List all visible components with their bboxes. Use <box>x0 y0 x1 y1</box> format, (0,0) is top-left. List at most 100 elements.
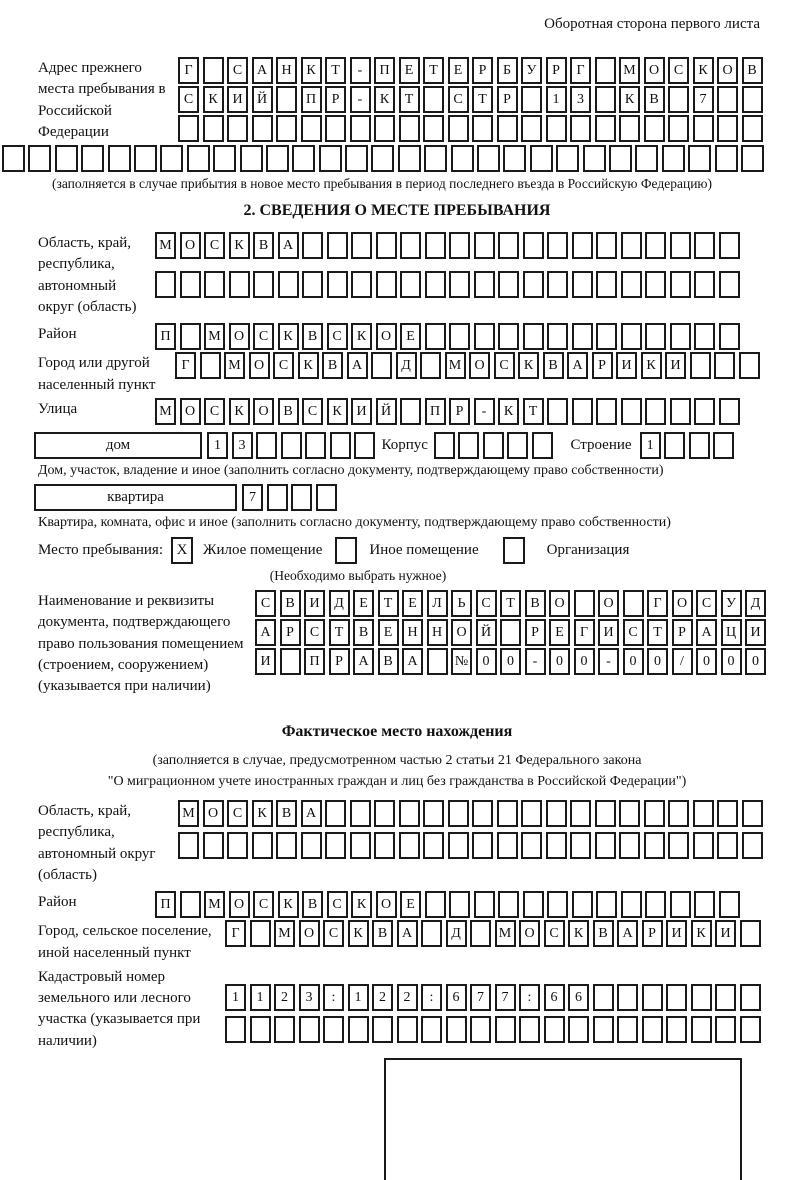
field-city-actual: Город, сельское поселение, иной населенн… <box>38 920 800 964</box>
char-cell <box>472 832 493 860</box>
char-cell <box>449 891 470 919</box>
char-cell: В <box>279 589 301 617</box>
district-label: Район <box>38 326 77 343</box>
char-cell: А <box>346 352 368 380</box>
street-label: Улица <box>38 400 78 417</box>
char-cell: : <box>421 983 442 1011</box>
city-label: Город или другой населенный пункт <box>38 355 156 393</box>
char-cell: Д <box>745 589 766 617</box>
char-cell <box>570 832 591 860</box>
char-cell <box>449 271 470 299</box>
char-cell: Д <box>395 352 417 380</box>
char-cell <box>643 832 665 860</box>
char-cell: Р <box>472 57 493 84</box>
char-cell <box>715 983 736 1011</box>
char-cell: К <box>690 920 712 948</box>
char-cell: Е <box>447 57 469 84</box>
char-cell <box>249 1015 271 1043</box>
char-cell: С <box>204 397 225 425</box>
char-cell: 0 <box>745 647 766 675</box>
char-cell <box>482 431 504 459</box>
char-cell <box>305 431 326 459</box>
char-cell <box>347 1015 369 1043</box>
prev-address-label: Адрес прежнего места пребывания в Россий… <box>38 60 166 140</box>
char-cell: Т <box>500 589 521 617</box>
char-cell: 2 <box>396 983 418 1011</box>
char-cell <box>202 115 224 142</box>
char-cell: А <box>255 618 276 646</box>
char-cell: В <box>322 352 343 380</box>
char-cell <box>178 832 199 860</box>
char-cell <box>619 832 640 860</box>
field-region: Область, край, республика, автономный ок… <box>38 232 800 318</box>
stay-opt1-label: Жилое помещение <box>203 542 323 559</box>
char-cell: Б <box>496 57 518 84</box>
char-cell: М <box>204 891 225 919</box>
char-cell <box>556 145 580 173</box>
char-cell: / <box>671 647 693 675</box>
char-cell <box>447 800 469 828</box>
char-cell <box>666 1015 687 1043</box>
char-cell <box>374 115 395 142</box>
char-cell <box>571 323 593 351</box>
char-cell <box>741 115 763 142</box>
char-cell: А <box>353 647 374 675</box>
stamp-box <box>384 1058 742 1180</box>
char-cell <box>619 115 640 142</box>
char-cell: В <box>592 920 614 948</box>
char-cell <box>522 271 544 299</box>
char-cell: В <box>741 57 763 84</box>
char-cell <box>522 891 544 919</box>
char-cell <box>688 145 712 173</box>
char-cell <box>522 323 544 351</box>
char-cell: И <box>351 397 372 425</box>
char-cell <box>741 832 763 860</box>
char-cell <box>186 145 210 173</box>
char-cell: О <box>375 323 397 351</box>
char-cell <box>635 145 659 173</box>
char-cell <box>596 232 617 260</box>
char-cell: К <box>351 891 372 919</box>
char-cell <box>718 891 740 919</box>
char-cell <box>472 115 493 142</box>
char-cell <box>594 57 616 84</box>
char-cell: С <box>543 920 565 948</box>
char-cell: Т <box>472 86 493 113</box>
char-cell: О <box>643 57 665 84</box>
document-label: Наименование и реквизиты документа, подт… <box>38 592 244 695</box>
char-cell: Н <box>402 618 423 646</box>
char-cell: М <box>155 232 176 260</box>
char-cell: 0 <box>500 647 521 675</box>
char-cell <box>594 800 616 828</box>
char-cell: С <box>326 891 348 919</box>
char-cell: 0 <box>622 647 644 675</box>
char-cell: 1 <box>545 86 567 113</box>
char-cell <box>669 323 691 351</box>
actual-location-note1: (заполняется в случае, предусмотренном ч… <box>152 753 642 769</box>
char-cell <box>521 86 542 113</box>
char-cell: М <box>224 352 245 380</box>
char-cell <box>354 431 375 459</box>
char-cell <box>690 1015 712 1043</box>
char-cell: О <box>519 920 540 948</box>
cadastral-label: Кадастровый номер земельного или лесного… <box>38 968 201 1049</box>
char-cell <box>133 145 157 173</box>
char-cell: М <box>274 920 295 948</box>
char-cell: 3 <box>298 983 320 1011</box>
char-cell <box>496 115 518 142</box>
char-cell: - <box>473 397 495 425</box>
char-cell <box>329 431 351 459</box>
char-cell: 0 <box>475 647 497 675</box>
char-cell <box>692 800 714 828</box>
char-cell <box>688 431 710 459</box>
char-cell: В <box>302 891 323 919</box>
char-cell <box>325 115 346 142</box>
char-cell: Е <box>353 589 374 617</box>
char-cell <box>713 431 735 459</box>
char-cell <box>349 115 371 142</box>
char-cell <box>298 1015 320 1043</box>
checkbox-other-premise <box>335 537 358 565</box>
char-cell <box>228 271 250 299</box>
